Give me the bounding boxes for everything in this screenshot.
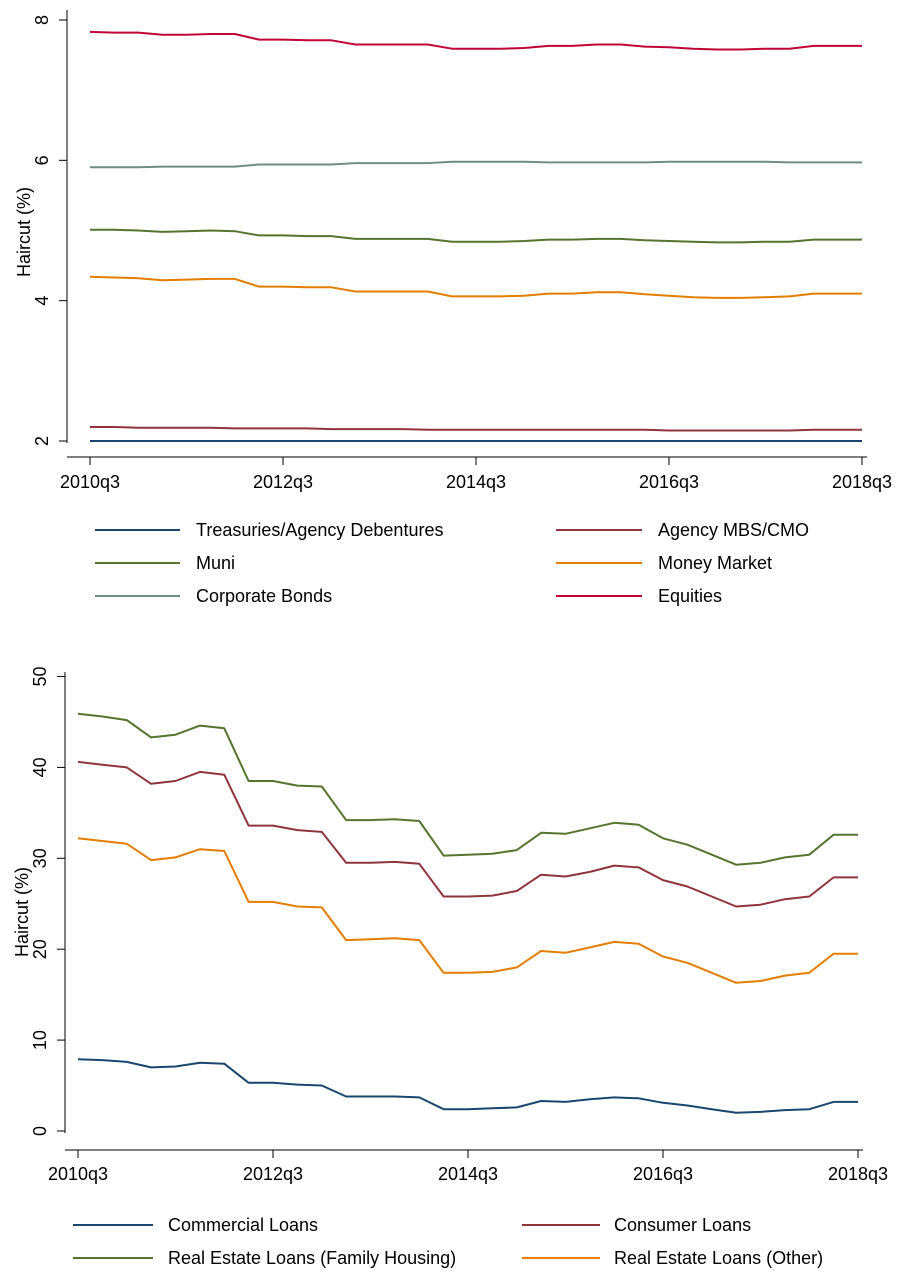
legend-label: Muni — [196, 553, 235, 573]
x-tick-label: 2014q3 — [438, 1164, 498, 1184]
legend-label: Consumer Loans — [614, 1215, 751, 1235]
y-tick-label: 0 — [30, 1126, 50, 1136]
series-line-2 — [77, 760, 858, 908]
x-tick-label: 2016q3 — [633, 1164, 693, 1184]
series-line-6 — [89, 30, 862, 51]
legend-label: Commercial Loans — [168, 1215, 318, 1235]
legend-label: Money Market — [658, 553, 772, 573]
y-axis-title: Haircut (%) — [14, 187, 34, 277]
y-tick-label: 10 — [30, 1030, 50, 1050]
series-line-3 — [90, 228, 862, 244]
series-line-5 — [90, 160, 862, 169]
y-tick-label: 2 — [32, 436, 52, 446]
y-tick-label: 6 — [32, 155, 52, 165]
x-tick-label: 2012q3 — [253, 472, 313, 492]
y-tick-label: 8 — [32, 15, 52, 25]
y-tick-label: 50 — [30, 666, 50, 686]
y-tick-label: 40 — [30, 757, 50, 777]
series-line-3 — [77, 712, 858, 866]
series-line-1 — [77, 1058, 858, 1114]
x-tick-label: 2010q3 — [48, 1164, 108, 1184]
x-tick-label: 2018q3 — [828, 1164, 888, 1184]
legend-label: Corporate Bonds — [196, 586, 332, 606]
chart-top-security-haircuts: 2 4 6 8 2010q3 2012q3 2014q3 2016q3 2018q3 Haircu… — [14, 10, 892, 606]
x-tick-label: 2012q3 — [243, 1164, 303, 1184]
legend-label: Equities — [658, 586, 722, 606]
x-tick-label: 2016q3 — [639, 472, 699, 492]
y-tick-label: 20 — [30, 939, 50, 959]
x-tick-label: 2014q3 — [446, 472, 506, 492]
chart-bottom-loan-haircuts: 0 10 20 30 40 50 2010q3 2012q3 2014q3 2016q3 2018q… — [12, 666, 888, 1268]
legend-label: Agency MBS/CMO — [658, 520, 809, 540]
legend-label: Treasuries/Agency Debentures — [196, 520, 443, 540]
y-tick-label: 4 — [32, 296, 52, 306]
series-line-4 — [77, 837, 858, 984]
legend-label: Real Estate Loans (Other) — [614, 1248, 823, 1268]
series-line-4 — [89, 275, 862, 299]
y-axis-title: Haircut (%) — [12, 867, 32, 957]
series-line-2 — [90, 426, 862, 432]
x-tick-label: 2010q3 — [60, 472, 120, 492]
x-tick-label: 2018q3 — [832, 472, 892, 492]
legend-label: Real Estate Loans (Family Housing) — [168, 1248, 456, 1268]
y-tick-label: 30 — [30, 848, 50, 868]
